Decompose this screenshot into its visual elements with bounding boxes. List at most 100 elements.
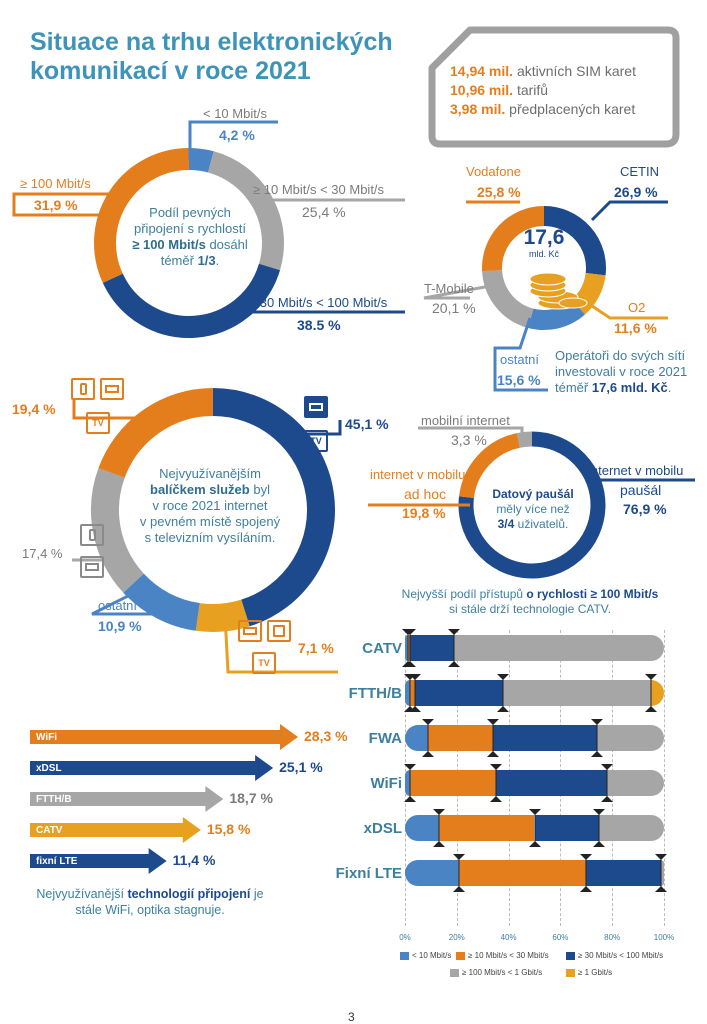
legend-label: < 10 Mbit/s	[412, 951, 452, 960]
invest-value-o2: 11,6 %	[614, 320, 657, 336]
legend-item: ≥ 30 Mbit/s < 100 Mbit/s	[566, 951, 663, 960]
x-tick-label: 0%	[399, 933, 411, 942]
speed-line-lt10	[188, 120, 278, 160]
boundary-marker	[590, 719, 603, 757]
boundary-marker	[528, 809, 541, 847]
legend-label: ≥ 10 Mbit/s < 30 Mbit/s	[468, 951, 549, 960]
boundary-marker	[404, 764, 417, 802]
gridline	[664, 630, 665, 926]
bundle-donut-slice-4	[98, 388, 214, 479]
stacked-category-label: xDSL	[363, 820, 402, 837]
tech-bar-label: CATV	[36, 825, 63, 836]
speed-donut-center: Podíl pevných připojení s rychlostí ≥ 10…	[132, 205, 248, 268]
boundary-marker	[432, 809, 445, 847]
x-tick-label: 40%	[500, 933, 517, 942]
stacked-bar-segment	[438, 815, 535, 841]
bundle-line-tv	[298, 420, 342, 436]
stacked-bar-segment	[534, 815, 600, 841]
router-icon	[238, 620, 262, 642]
stacked-bar-segment	[410, 770, 496, 796]
x-tick-label: 60%	[552, 933, 569, 942]
legend-label: ≥ 100 Mbit/s < 1 Gbit/s	[462, 968, 543, 977]
boundary-marker	[645, 674, 658, 712]
mobile-donut-slice-2	[516, 431, 533, 448]
mobile-icon	[71, 378, 95, 400]
invest-donut-slice-2	[528, 299, 585, 330]
boundary-marker	[448, 629, 461, 667]
boundary-marker	[422, 719, 435, 757]
boundary-marker	[593, 809, 606, 847]
mobile-donut-slice-0	[458, 431, 606, 579]
x-tick-label: 100%	[653, 933, 675, 942]
invest-value-cetin: 26,9 %	[614, 184, 658, 200]
stacked-bar-segment	[599, 815, 664, 841]
invest-value-tmobile: 20,1 %	[432, 300, 476, 316]
bundle-value-ostatni: 10,9 %	[98, 618, 142, 634]
tech-bar-value: 11,4 %	[172, 852, 216, 868]
legend-item: < 10 Mbit/s	[400, 951, 451, 960]
speed-donut-slice-0	[188, 148, 214, 173]
bundle-label-ostatni: ostatní	[98, 598, 138, 613]
stacked-bar-segment	[405, 680, 411, 706]
invest-value-vodafone: 25,8 %	[477, 184, 521, 200]
speed-value-gt100: 31,9 %	[34, 197, 78, 213]
mobile-line-mobilni	[418, 426, 524, 440]
invest-line-tmobile	[423, 283, 497, 300]
invest-donut-slice-3	[482, 269, 534, 328]
mobile-label-adhoc-1: internet v mobilu	[370, 467, 466, 482]
invest-donut-center: 17,6 mld. Kč	[523, 226, 565, 260]
stacked-bar-segment	[410, 635, 455, 661]
bundle-value-internet-tv: 45,1 %	[345, 416, 389, 432]
page-title: Situace na trhu elektronických komunikac…	[30, 28, 393, 85]
invest-label-cetin: CETIN	[620, 164, 659, 179]
tech-bar-arrow	[30, 755, 274, 781]
legend-swatch	[566, 968, 575, 977]
boundary-marker	[601, 764, 614, 802]
speed-donut-slice-1	[207, 151, 284, 271]
stacked-bar-segment	[415, 680, 504, 706]
mobile-label-pausal-1: internet v mobilu	[588, 463, 684, 478]
tech-bar-arrow	[30, 724, 298, 750]
mobile-donut-center: Datový paušál měly více než 3/4 uživatel…	[492, 487, 574, 531]
speed-donut-slice-3	[94, 148, 190, 283]
stacked-bar-segment	[503, 680, 652, 706]
boundary-marker	[453, 854, 466, 892]
stacked-bar-segment	[493, 725, 597, 751]
stacked-bar-segment	[459, 860, 587, 886]
legend-swatch	[566, 951, 575, 960]
phone-icon	[267, 620, 291, 642]
legend-item: ≥ 100 Mbit/s < 1 Gbit/s	[450, 968, 542, 977]
bundle-donut-slice-3	[91, 468, 145, 593]
boundary-marker	[655, 854, 668, 892]
boundary-marker	[409, 674, 422, 712]
legend-item: ≥ 10 Mbit/s < 30 Mbit/s	[456, 951, 549, 960]
router-icon	[100, 378, 124, 400]
stacked-bar-segment	[410, 680, 416, 706]
mobile-value-adhoc: 19,8 %	[402, 505, 446, 521]
bundle-value-internet-tv-voice: 7,1 %	[298, 640, 334, 656]
stacked-bar-segment	[405, 860, 460, 886]
speed-value-10-30: 25,4 %	[302, 204, 346, 220]
tech-bar-label: xDSL	[36, 763, 62, 774]
legend-swatch	[400, 951, 409, 960]
stacked-bar-segment	[405, 725, 429, 751]
tech-bar-value: 18,7 %	[229, 790, 273, 806]
boundary-marker	[489, 764, 502, 802]
tech-bar-arrow	[30, 817, 201, 843]
invest-label-vodafone: Vodafone	[466, 164, 521, 179]
stacked-bar-segment	[405, 770, 411, 796]
stacked-category-label: Fixní LTE	[335, 865, 402, 882]
speed-label-lt10: < 10 Mbit/s	[203, 106, 267, 121]
bundle-donut-center: Nejvyužívanějším balíčkem služeb byl v r…	[139, 466, 281, 545]
legend-label: ≥ 1 Gbit/s	[578, 968, 613, 977]
speed-value-lt10: 4,2 %	[219, 127, 255, 143]
bundle-donut-slice-0	[212, 388, 335, 627]
mobile-label-mobilni-internet: mobilní internet	[421, 413, 510, 428]
tv-icon: TV	[86, 412, 110, 434]
mobile-icon	[80, 524, 104, 546]
stacked-bar-segment	[596, 725, 664, 751]
bundle-line-voice	[72, 539, 117, 562]
boundary-marker	[404, 629, 417, 667]
tv-icon: TV	[304, 430, 328, 452]
stacked-bar-segment	[607, 770, 664, 796]
